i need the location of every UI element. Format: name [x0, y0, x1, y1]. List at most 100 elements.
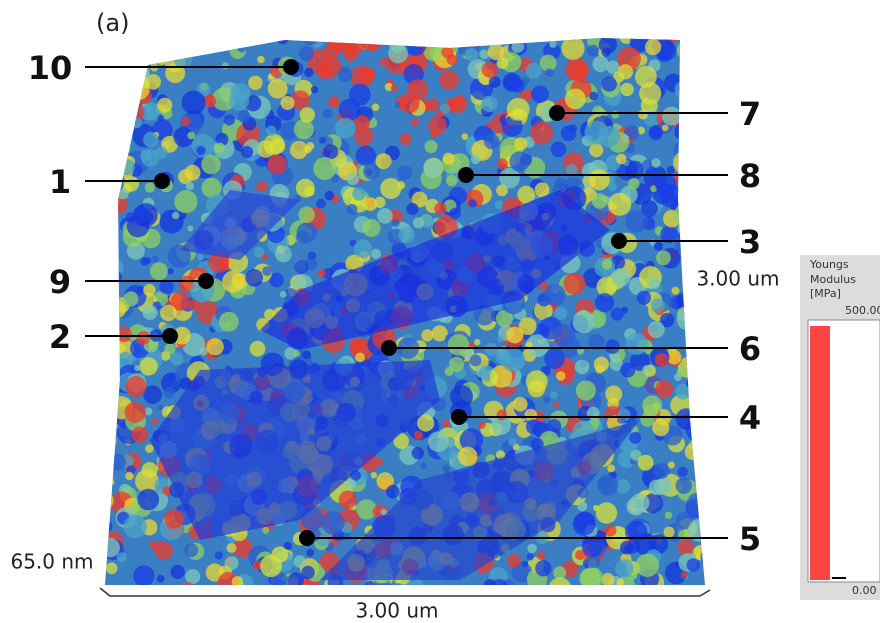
texture-blob — [497, 410, 508, 421]
texture-blob — [230, 28, 250, 48]
texture-blob — [411, 118, 419, 126]
texture-blob — [553, 566, 566, 579]
texture-blob — [362, 219, 380, 237]
point-marker — [299, 530, 315, 546]
texture-blob — [689, 113, 712, 136]
texture-blob — [575, 360, 590, 375]
texture-blob — [636, 554, 659, 577]
texture-blob — [458, 31, 469, 42]
texture-blob — [620, 83, 633, 96]
texture-blob — [638, 455, 654, 471]
texture-blob — [187, 132, 195, 140]
texture-blob — [160, 305, 177, 322]
texture-blob — [105, 483, 111, 489]
texture-blob — [414, 431, 423, 440]
texture-blob — [132, 427, 148, 443]
texture-blob — [293, 350, 300, 357]
texture-blob — [319, 137, 326, 144]
texture-blob — [306, 549, 314, 557]
texture-blob — [143, 284, 155, 296]
texture-blob — [100, 407, 113, 420]
texture-blob — [100, 551, 108, 559]
texture-blob — [681, 572, 687, 578]
texture-blob — [699, 90, 712, 103]
texture-blob — [595, 365, 604, 374]
texture-blob — [675, 384, 691, 400]
texture-blob — [92, 471, 111, 490]
texture-blob — [99, 178, 107, 186]
texture-blob — [461, 133, 468, 140]
texture-blob — [245, 269, 263, 287]
texture-blob — [465, 48, 478, 61]
texture-blob — [386, 485, 400, 499]
texture-blob — [248, 76, 262, 90]
texture-blob — [182, 582, 194, 594]
texture-blob — [589, 169, 610, 190]
point-marker — [198, 273, 214, 289]
texture-blob — [106, 299, 120, 313]
texture-blob — [168, 373, 176, 381]
texture-blob — [691, 179, 704, 192]
texture-blob — [697, 404, 719, 426]
texture-blob — [113, 98, 134, 119]
point-marker — [283, 59, 299, 75]
texture-blob — [686, 377, 698, 389]
texture-blob — [565, 89, 586, 110]
texture-blob — [297, 222, 318, 243]
texture-blob — [481, 96, 497, 112]
texture-blob — [698, 133, 714, 149]
texture-blob — [685, 443, 702, 460]
surface-map — [88, 24, 720, 601]
texture-blob — [597, 475, 618, 496]
texture-blob — [680, 167, 687, 174]
texture-blob — [108, 98, 125, 115]
texture-blob — [605, 525, 617, 537]
texture-blob — [686, 296, 710, 320]
texture-blob — [294, 555, 307, 568]
texture-blob — [549, 41, 556, 48]
texture-blob — [701, 207, 708, 214]
texture-blob — [458, 447, 478, 467]
texture-blob — [207, 94, 214, 101]
texture-blob — [446, 175, 457, 186]
texture-blob — [166, 51, 177, 62]
point-marker — [381, 340, 397, 356]
texture-blob — [615, 559, 633, 577]
texture-blob — [356, 145, 376, 165]
texture-blob — [592, 193, 608, 209]
texture-blob — [95, 97, 114, 116]
texture-blob — [317, 30, 327, 40]
texture-blob — [280, 291, 287, 298]
texture-blob — [318, 269, 326, 277]
texture-blob — [695, 436, 716, 457]
texture-blob — [186, 182, 194, 190]
texture-blob — [507, 554, 521, 568]
texture-blob — [344, 47, 358, 61]
texture-blob — [172, 212, 180, 220]
texture-blob — [484, 134, 499, 149]
texture-blob — [645, 39, 661, 55]
texture-blob — [150, 262, 168, 280]
texture-blob — [288, 572, 304, 588]
texture-blob — [671, 287, 679, 295]
texture-blob — [380, 178, 401, 199]
point-label: 6 — [739, 330, 761, 368]
texture-blob — [482, 62, 498, 78]
texture-blob — [664, 74, 683, 93]
texture-blob — [443, 420, 451, 428]
texture-blob — [654, 242, 663, 251]
texture-blob — [668, 461, 675, 468]
texture-blob — [692, 152, 703, 163]
texture-blob — [421, 329, 433, 341]
texture-blob — [592, 56, 608, 72]
texture-blob — [651, 158, 661, 168]
texture-blob — [377, 458, 384, 465]
texture-blob — [621, 134, 629, 142]
texture-blob — [602, 76, 617, 91]
texture-blob — [628, 178, 640, 190]
texture-blob — [232, 576, 243, 587]
texture-blob — [649, 480, 665, 496]
texture-blob — [299, 46, 314, 61]
texture-blob — [587, 45, 599, 57]
texture-blob — [697, 318, 709, 330]
